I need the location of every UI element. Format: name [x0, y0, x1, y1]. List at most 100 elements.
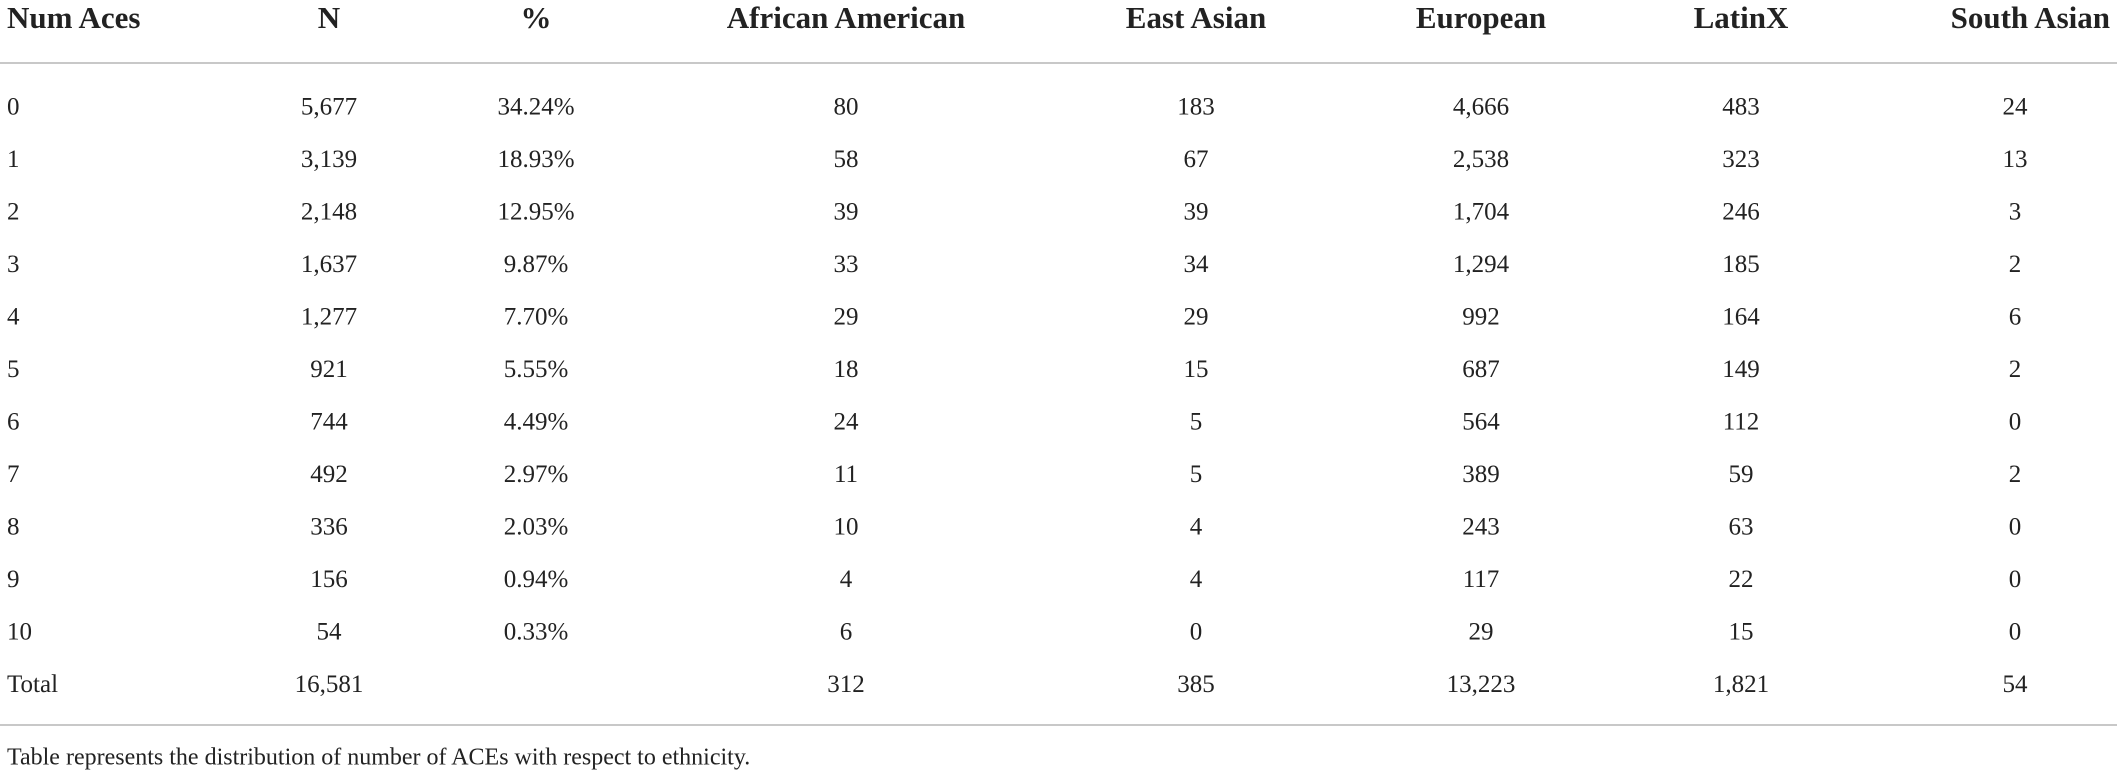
column-header: African American — [727, 0, 965, 35]
table-cell: 246 — [1722, 199, 1760, 226]
table-cell: 3,139 — [301, 146, 357, 173]
table-cell: 11 — [834, 461, 858, 488]
table-cell: 4 — [840, 566, 853, 593]
table-cell: 29 — [1184, 304, 1209, 331]
table-cell: 243 — [1462, 514, 1500, 541]
table-cell: 744 — [310, 409, 348, 436]
table-cell: 483 — [1722, 94, 1760, 121]
table-cell: 34 — [1184, 251, 1210, 278]
table-cell: 0 — [2009, 566, 2022, 593]
table-cell: 564 — [1462, 409, 1500, 436]
table-cell: 22 — [1729, 566, 1754, 593]
total-cell: 54 — [2003, 671, 2029, 698]
table-cell: 5 — [1190, 461, 1203, 488]
table-cell: 5 — [7, 356, 20, 383]
table-cell: 2 — [2009, 251, 2022, 278]
table-cell: 921 — [310, 356, 348, 383]
column-header: European — [1416, 0, 1546, 35]
table-cell: 156 — [310, 566, 348, 593]
total-cell: 1,821 — [1713, 671, 1769, 698]
column-header: Num Aces — [7, 0, 140, 35]
table-cell: 389 — [1462, 461, 1500, 488]
table-cell: 24 — [834, 409, 860, 436]
table-cell: 1,294 — [1453, 251, 1510, 278]
table-cell: 0 — [2009, 409, 2022, 436]
table-cell: 336 — [310, 514, 348, 541]
table-cell: 6 — [7, 409, 20, 436]
table-cell: 2,538 — [1453, 146, 1509, 173]
table-cell: 164 — [1722, 304, 1760, 331]
table-cell: 0 — [7, 94, 20, 121]
table-cell: 12.95% — [497, 199, 574, 226]
table-cell: 0.33% — [504, 619, 569, 646]
table-cell: 24 — [2003, 94, 2029, 121]
table-cell: 112 — [1723, 409, 1760, 436]
table-cell: 3 — [7, 251, 20, 278]
total-cell: 385 — [1177, 671, 1215, 698]
table-cell: 1,637 — [301, 251, 357, 278]
table-cell: 5 — [1190, 409, 1203, 436]
table-cell: 34.24% — [497, 94, 574, 121]
table-cell: 29 — [834, 304, 859, 331]
table-cell: 0 — [2009, 619, 2022, 646]
table-cell: 39 — [834, 199, 859, 226]
table-cell: 9.87% — [504, 251, 569, 278]
total-cell: Total — [7, 671, 58, 698]
table-cell: 323 — [1722, 146, 1760, 173]
table-cell: 18 — [834, 356, 859, 383]
table-cell: 67 — [1184, 146, 1209, 173]
table-cell: 8 — [7, 514, 20, 541]
total-cell: 13,223 — [1447, 671, 1516, 698]
total-cell: 312 — [827, 671, 865, 698]
table-cell: 54 — [317, 619, 343, 646]
table-cell: 2.97% — [504, 461, 569, 488]
table-cell: 117 — [1463, 566, 1500, 593]
table-cell: 3 — [2009, 199, 2022, 226]
table-cell: 1 — [7, 146, 20, 173]
total-cell: 16,581 — [295, 671, 364, 698]
table-cell: 80 — [834, 94, 859, 121]
table-cell: 7.70% — [504, 304, 569, 331]
table-cell: 2 — [2009, 356, 2022, 383]
table-cell: 9 — [7, 566, 20, 593]
table-cell: 0 — [1190, 619, 1203, 646]
table-cell: 492 — [310, 461, 348, 488]
table-cell: 183 — [1177, 94, 1215, 121]
table-cell: 6 — [2009, 304, 2022, 331]
table-cell: 687 — [1462, 356, 1500, 383]
table-cell: 4 — [1190, 514, 1203, 541]
table-cell: 0.94% — [504, 566, 569, 593]
table-cell: 4,666 — [1453, 94, 1509, 121]
table-cell: 10 — [834, 514, 859, 541]
table-cell: 0 — [2009, 514, 2022, 541]
table-cell: 149 — [1722, 356, 1760, 383]
table-cell: 15 — [1729, 619, 1754, 646]
footnote: Table represents the distribution of num… — [7, 745, 750, 771]
table-cell: 18.93% — [497, 146, 574, 173]
table-cell: 4 — [7, 304, 20, 331]
column-header: LatinX — [1694, 0, 1789, 35]
table-cell: 4.49% — [504, 409, 569, 436]
table-cell: 6 — [840, 619, 853, 646]
table-cell: 5,677 — [301, 94, 357, 121]
table-cell: 2 — [7, 199, 20, 226]
column-header: N — [318, 0, 340, 35]
column-header: % — [521, 0, 552, 35]
column-header: East Asian — [1126, 0, 1266, 35]
table-cell: 7 — [7, 461, 20, 488]
table-cell: 1,704 — [1453, 199, 1510, 226]
table-cell: 2,148 — [301, 199, 357, 226]
table-cell: 992 — [1462, 304, 1500, 331]
table-cell: 58 — [834, 146, 859, 173]
table-cell: 59 — [1729, 461, 1754, 488]
table-cell: 1,277 — [301, 304, 357, 331]
table-cell: 29 — [1469, 619, 1494, 646]
table-cell: 2 — [2009, 461, 2022, 488]
table-cell: 5.55% — [504, 356, 569, 383]
table-cell: 2.03% — [504, 514, 569, 541]
table-cell: 185 — [1722, 251, 1760, 278]
table-cell: 13 — [2003, 146, 2028, 173]
table-cell: 10 — [7, 619, 32, 646]
table-cell: 15 — [1184, 356, 1209, 383]
table-cell: 33 — [834, 251, 859, 278]
